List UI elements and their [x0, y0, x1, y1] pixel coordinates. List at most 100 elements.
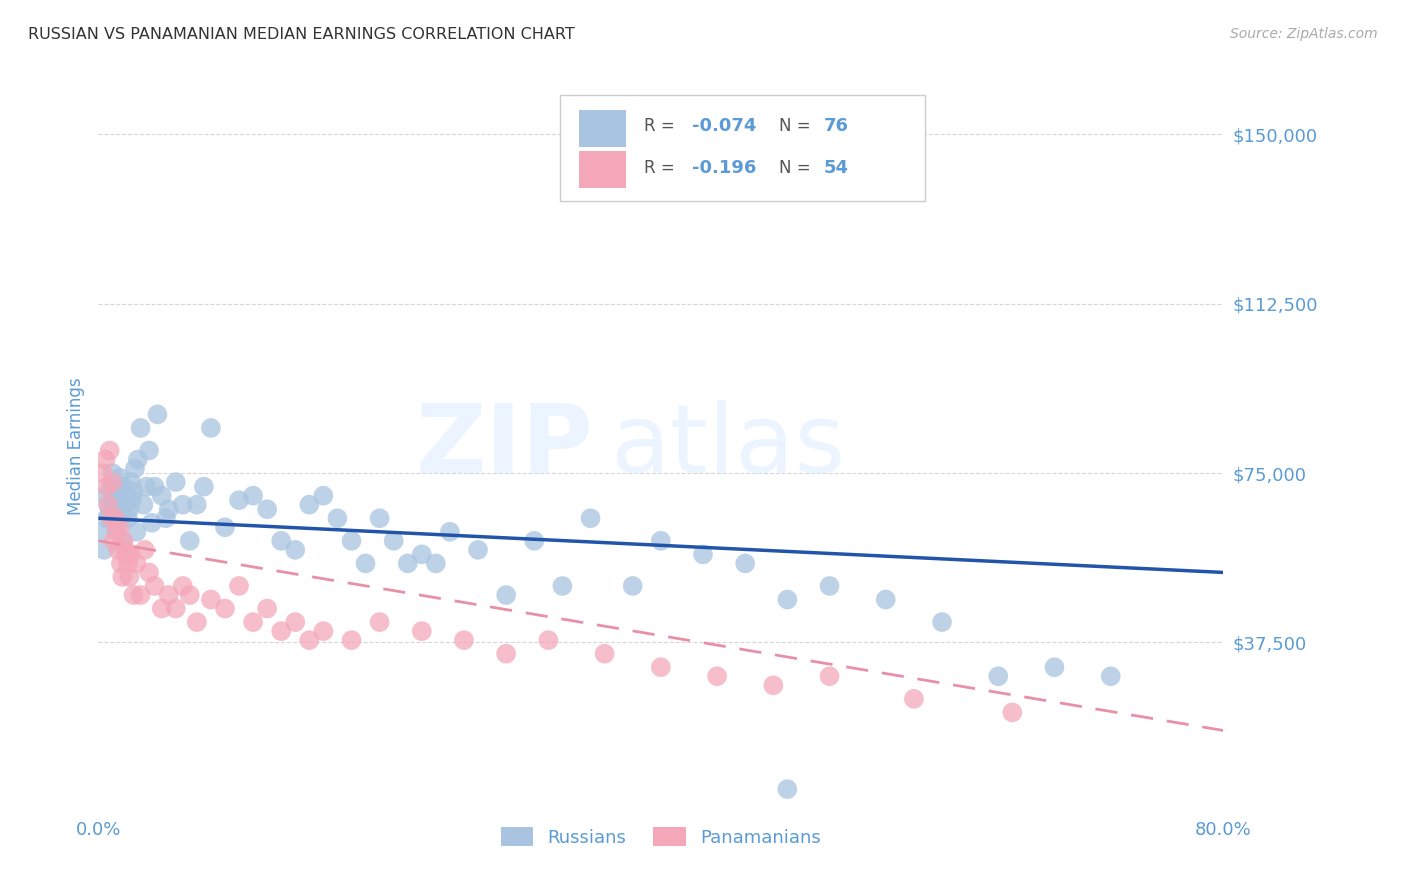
Point [98, 507, 121, 521]
Point [103, 533, 125, 548]
Point [114, 498, 136, 512]
Point [298, 498, 321, 512]
Point [179, 588, 201, 602]
Point [242, 615, 264, 629]
Point [125, 524, 148, 539]
Point [103, 493, 125, 508]
Point [200, 421, 222, 435]
Point [98, 443, 121, 458]
Text: N =: N = [779, 118, 815, 136]
Point [150, 489, 173, 503]
Point [97, 498, 120, 512]
Point [776, 592, 799, 607]
Point [467, 542, 489, 557]
Point [228, 579, 250, 593]
Point [284, 615, 307, 629]
Point [242, 489, 264, 503]
Point [97, 498, 120, 512]
Point [734, 557, 756, 571]
Point [172, 498, 194, 512]
Point [105, 524, 128, 539]
Point [186, 498, 208, 512]
Point [425, 557, 447, 571]
Point [117, 511, 139, 525]
Point [495, 647, 517, 661]
Point [172, 579, 194, 593]
Point [551, 579, 574, 593]
Point [396, 557, 419, 571]
Point [157, 588, 180, 602]
FancyBboxPatch shape [560, 95, 925, 201]
Point [214, 520, 236, 534]
Y-axis label: Median Earnings: Median Earnings [66, 377, 84, 515]
Point [1043, 660, 1066, 674]
Point [650, 660, 672, 674]
Point [127, 452, 149, 467]
Point [96, 480, 118, 494]
Point [298, 633, 321, 648]
Text: -0.196: -0.196 [692, 159, 756, 177]
Point [692, 547, 714, 561]
Text: 76: 76 [824, 118, 849, 136]
Point [368, 511, 391, 525]
Text: R =: R = [644, 159, 681, 177]
Point [100, 480, 122, 494]
Point [105, 484, 128, 499]
Point [94, 452, 117, 467]
Text: atlas: atlas [610, 400, 845, 492]
Point [96, 511, 118, 525]
Point [108, 470, 131, 484]
Point [111, 570, 134, 584]
Point [1099, 669, 1122, 683]
Point [122, 588, 145, 602]
Point [193, 480, 215, 494]
Point [108, 520, 131, 534]
Point [111, 533, 134, 548]
Point [91, 524, 114, 539]
Point [129, 421, 152, 435]
Point [256, 502, 278, 516]
Point [101, 475, 124, 489]
Point [165, 475, 187, 489]
Point [284, 542, 307, 557]
Point [93, 542, 115, 557]
Point [155, 511, 177, 525]
Point [762, 678, 785, 692]
Point [110, 557, 132, 571]
Point [987, 669, 1010, 683]
Point [107, 542, 129, 557]
Point [818, 579, 841, 593]
Point [523, 533, 546, 548]
Point [537, 633, 560, 648]
Point [354, 557, 377, 571]
Point [621, 579, 644, 593]
Text: Source: ZipAtlas.com: Source: ZipAtlas.com [1230, 27, 1378, 41]
Point [118, 570, 141, 584]
Bar [579, 152, 626, 188]
Point [117, 557, 139, 571]
Point [104, 511, 127, 525]
Point [326, 511, 349, 525]
Point [411, 624, 433, 639]
Point [270, 533, 292, 548]
Point [138, 443, 160, 458]
Point [776, 782, 799, 797]
Point [118, 502, 141, 516]
Point [368, 615, 391, 629]
Point [179, 533, 201, 548]
Point [141, 516, 163, 530]
Point [125, 557, 148, 571]
Point [903, 691, 925, 706]
Point [200, 592, 222, 607]
Point [120, 475, 142, 489]
Point [593, 647, 616, 661]
Point [270, 624, 292, 639]
Point [115, 489, 138, 503]
Point [706, 669, 728, 683]
Point [91, 466, 114, 480]
Point [112, 480, 135, 494]
Bar [579, 111, 626, 147]
Text: R =: R = [644, 118, 681, 136]
Point [312, 624, 335, 639]
Point [186, 615, 208, 629]
